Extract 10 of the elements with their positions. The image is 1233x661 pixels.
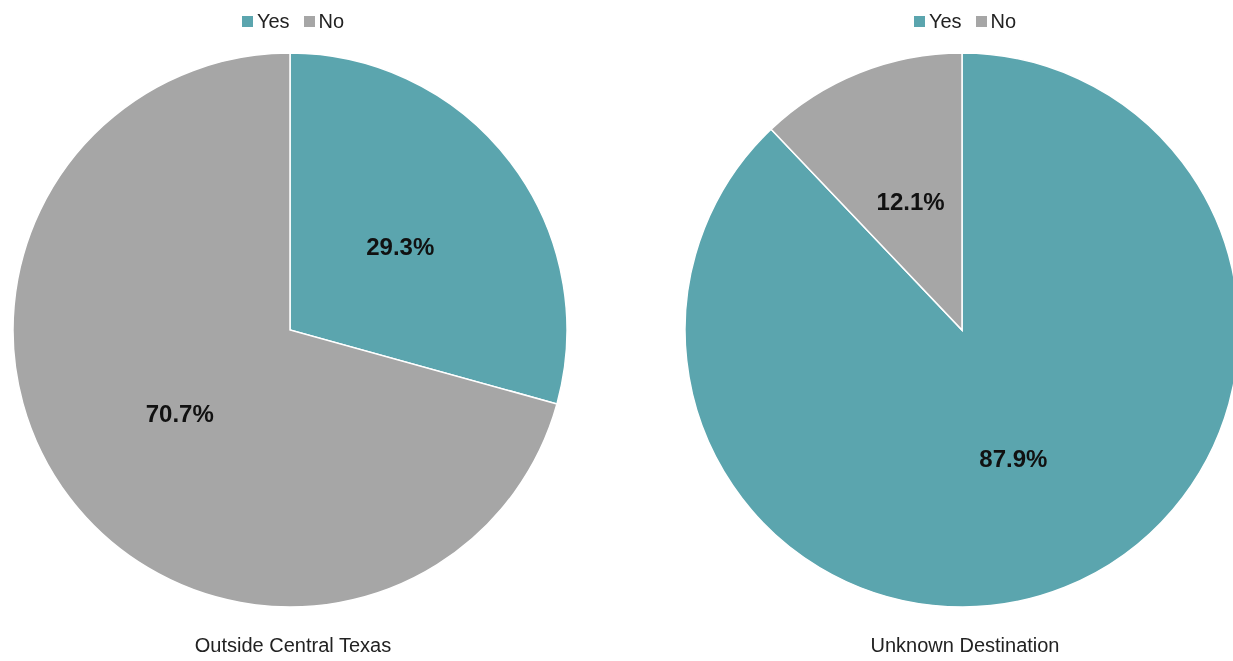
legend-label: No — [318, 10, 345, 33]
text: Outside Central Texas — [193, 634, 393, 657]
data-label: 29.3% — [366, 232, 435, 260]
data-label: 87.9% — [979, 445, 1048, 473]
legend-label: Yes — [256, 10, 290, 33]
legend-label: No — [990, 10, 1017, 33]
data-label: 70.7% — [145, 400, 214, 428]
data-label: 12.1% — [876, 187, 945, 215]
text: Unknown Destination — [869, 634, 1061, 657]
legend-label: Yes — [928, 10, 962, 33]
